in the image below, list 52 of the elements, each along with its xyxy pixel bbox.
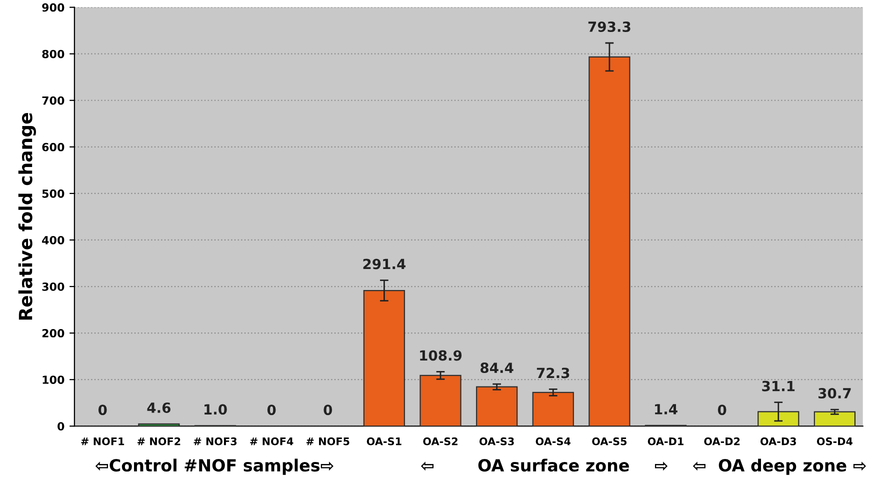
y-tick-label: 700 (42, 96, 64, 105)
bar (588, 56, 630, 426)
y-tick-label: 300 (42, 282, 64, 291)
x-tick-label: OA-S1 (366, 437, 402, 446)
bar (138, 423, 180, 426)
x-tick-label: OA-S5 (592, 437, 627, 446)
text: ⇨ (654, 462, 668, 471)
x-tick-label: # NOF5 (306, 437, 350, 446)
data-label: 1.4 (655, 404, 678, 414)
x-tick-label: OA-D2 (704, 437, 740, 446)
x-tick-label: # NOF2 (137, 437, 180, 446)
bar (814, 411, 856, 426)
data-label: 30.7 (818, 388, 851, 398)
data-label: 1.0 (204, 404, 227, 415)
data-label: 31.1 (762, 380, 795, 392)
x-tick-label: OA-S2 (423, 437, 458, 446)
y-tick-label: 400 (42, 236, 64, 244)
text: OA surface zone (478, 458, 629, 472)
data-label: 84.4 (480, 362, 514, 374)
x-tick-label: # NOF4 (250, 437, 294, 446)
data-label: 793.3 (588, 21, 630, 32)
text: ⇦Control #NOF samples⇨ (95, 458, 334, 475)
y-tick-label: 900 (42, 3, 64, 12)
bar (476, 386, 518, 426)
x-tick-label: OA-D3 (760, 437, 796, 446)
bar (420, 374, 462, 426)
data-label: 0 (267, 404, 276, 416)
y-tick-label: 800 (42, 50, 64, 58)
x-tick-label: # NOF3 (194, 437, 237, 446)
data-label: 72.3 (536, 368, 570, 378)
x-tick-label: OS-D4 (816, 437, 853, 446)
data-label: 4.6 (147, 402, 170, 413)
bar (363, 290, 406, 426)
x-tick-label: OA-S4 (536, 437, 571, 446)
y-tick-label: 100 (42, 376, 64, 384)
bar (532, 392, 574, 426)
text: ⇦ OA deep zone ⇨ (692, 458, 866, 475)
bar (758, 411, 800, 426)
x-tick-label: OA-S3 (479, 437, 514, 446)
y-tick-label: 500 (42, 189, 64, 198)
y-tick-label: 600 (42, 142, 64, 152)
data-label: 0 (98, 404, 107, 416)
x-tick-label: # NOF1 (81, 437, 124, 446)
x-tick-label: OA-D1 (648, 437, 684, 446)
data-label: 0 (324, 404, 332, 416)
y-axis-title: Relative fold change (18, 113, 36, 320)
y-tick-label: 0 (58, 422, 64, 431)
data-label: 291.4 (363, 258, 406, 270)
text: ⇦ (420, 462, 434, 471)
data-label: 0 (718, 404, 726, 416)
data-label: 108.9 (420, 350, 462, 361)
y-tick-label: 200 (42, 329, 64, 338)
